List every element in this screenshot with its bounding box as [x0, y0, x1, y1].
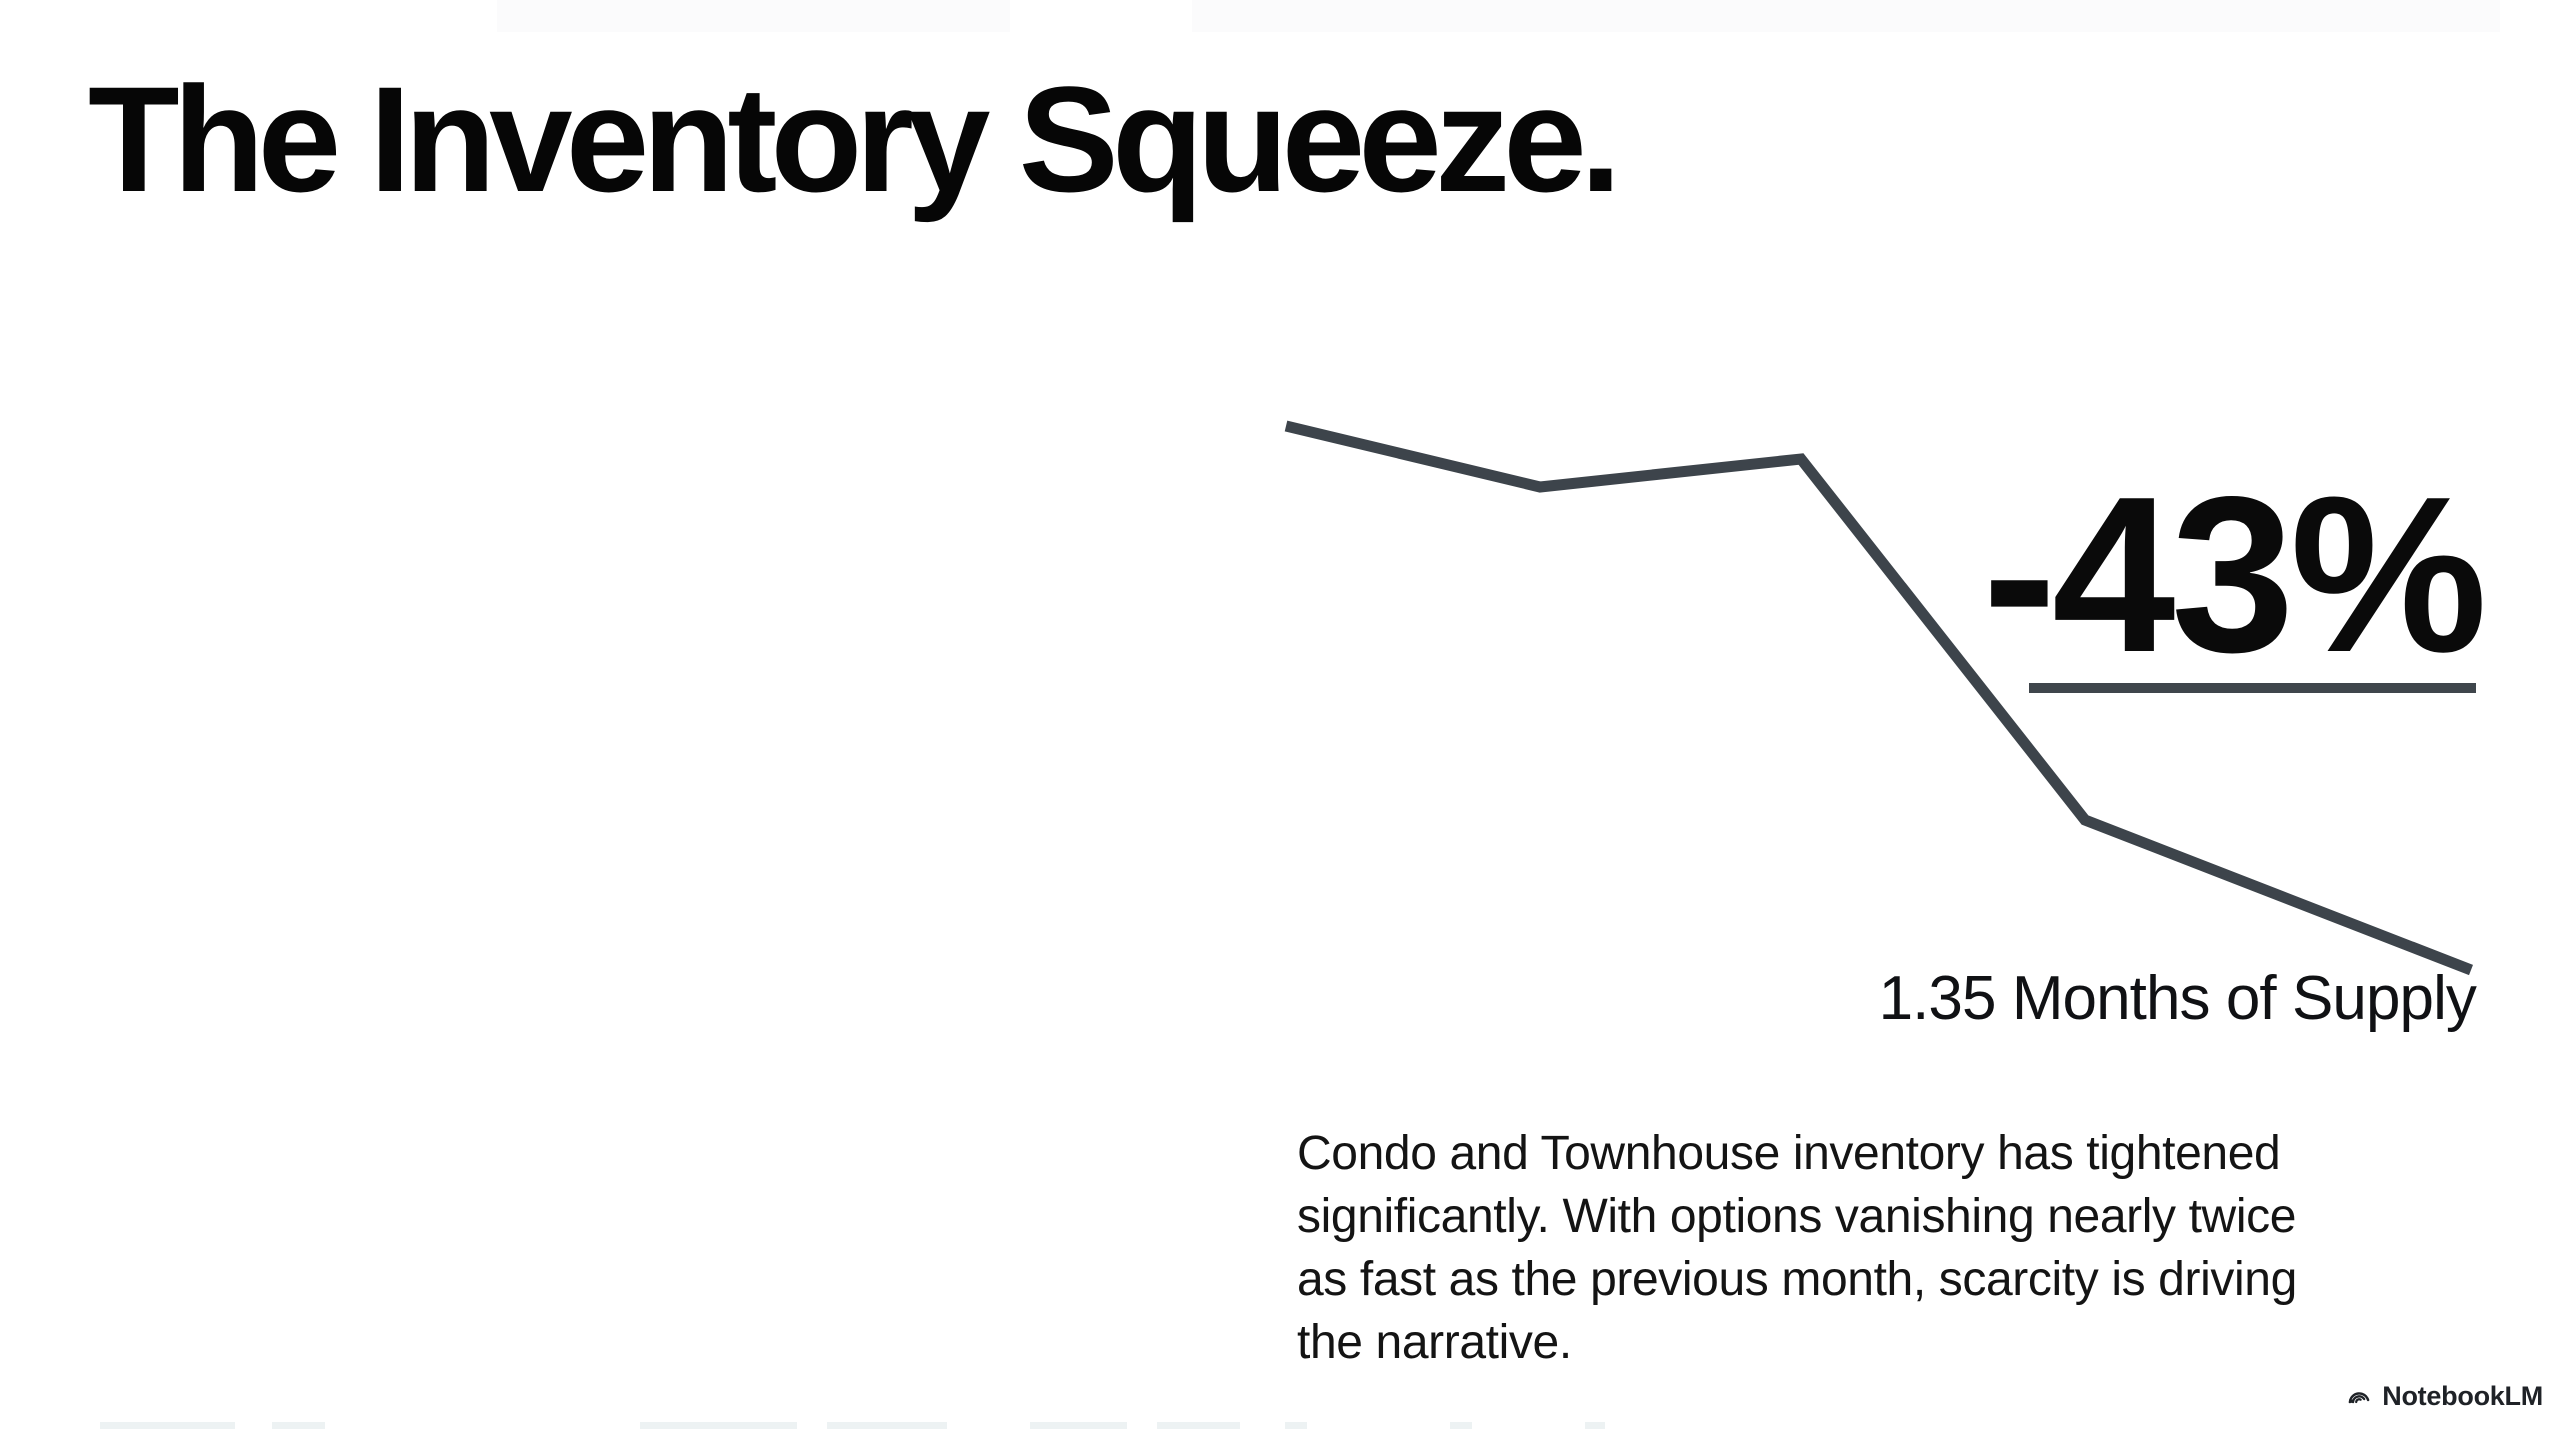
brand-name: NotebookLM: [2382, 1380, 2543, 1411]
edge-artifact: [1157, 1422, 1240, 1429]
edge-artifact: [100, 1422, 235, 1429]
edge-artifact: [272, 1422, 325, 1429]
edge-artifact: [1285, 1422, 1307, 1429]
notebooklm-icon: [2348, 1392, 2370, 1404]
edge-artifact: [640, 1422, 797, 1429]
notebooklm-watermark: NotebookLM: [2345, 1382, 2543, 1410]
edge-artifact: [1030, 1422, 1127, 1429]
body-line: the narrative.: [1297, 1316, 1572, 1369]
stat-value: -43%: [1982, 451, 2488, 699]
stat-underline: [2029, 683, 2476, 693]
edge-artifact: [827, 1422, 947, 1429]
body-line: significantly. With options vanishing ne…: [1297, 1190, 2297, 1243]
chart-point-label: 1.35 Months of Supply: [1878, 964, 2477, 1033]
edge-artifact: [497, 0, 1010, 32]
body-line: as fast as the previous month, scarcity …: [1297, 1253, 2297, 1306]
edge-artifact: [1192, 0, 2500, 32]
edge-artifact: [1585, 1422, 1605, 1429]
edge-artifact: [1450, 1422, 1472, 1429]
body-line: Condo and Townhouse inventory has tighte…: [1297, 1127, 2281, 1180]
body-paragraph: Condo and Townhouse inventory has tighte…: [1297, 1122, 2297, 1374]
slide-title: The Inventory Squeeze.: [88, 55, 1622, 223]
